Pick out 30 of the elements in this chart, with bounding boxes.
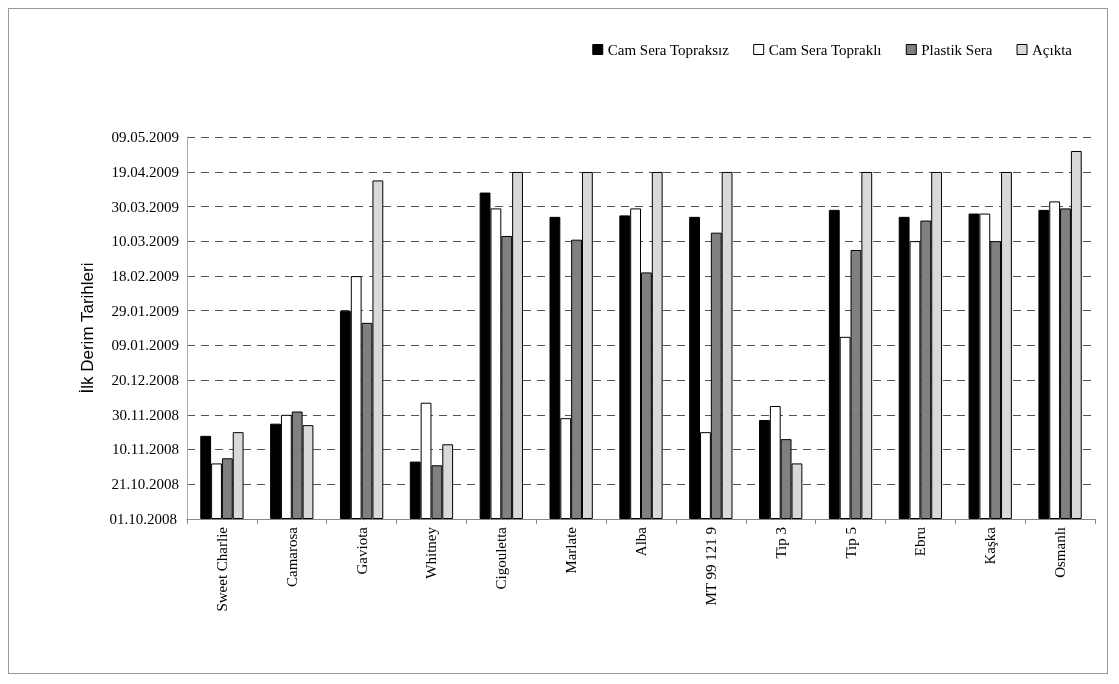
x-tick-label: Cigouletta — [493, 526, 510, 590]
ref-line-label: 09.05.2009 — [111, 129, 179, 145]
x-tick-label: Tip 5 — [842, 527, 859, 559]
text: 01.10.2008 — [109, 511, 177, 527]
x-tick-label: Ebru — [912, 526, 929, 557]
x-tick-label: Tip 3 — [772, 527, 789, 559]
ref-line-label: 09.01.2009 — [111, 337, 179, 354]
ref-line-label: 21.10.2008 — [111, 476, 179, 493]
x-tick-label: Gaviota — [353, 526, 370, 575]
ref-line-label: 30.03.2009 — [111, 198, 179, 215]
x-tick-label: Kaşka — [982, 526, 999, 565]
ref-line-label: 29.01.2009 — [111, 302, 179, 319]
x-tick-label: MT 99 121 9 — [702, 527, 719, 606]
ref-line-label: 20.12.2008 — [111, 372, 179, 389]
x-tick-label: Whitney — [423, 526, 440, 579]
ref-line-label: 10.11.2008 — [112, 441, 179, 458]
ref-line-label: 30.11.2008 — [112, 406, 179, 423]
ref-line-label: 18.02.2009 — [111, 268, 179, 285]
x-tick-label: Camarosa — [283, 526, 300, 587]
legend-label: Plastik Sera — [921, 41, 993, 58]
x-tick-label: Sweet Charlie — [213, 526, 230, 612]
legend-label: Cam Sera Topraklı — [768, 41, 882, 58]
x-tick-label: Osmanlı — [1052, 527, 1069, 578]
ref-line-label: 19.04.2009 — [111, 163, 179, 180]
ref-line-label: 10.03.2009 — [111, 233, 179, 250]
legend-label: Cam Sera Topraksız — [607, 41, 730, 58]
x-tick-label: Alba — [633, 526, 649, 557]
text: İlk Derim Tarihleri — [77, 262, 97, 394]
legend-label: Açıkta — [1032, 41, 1073, 58]
x-tick-label: Marlate — [563, 526, 580, 574]
